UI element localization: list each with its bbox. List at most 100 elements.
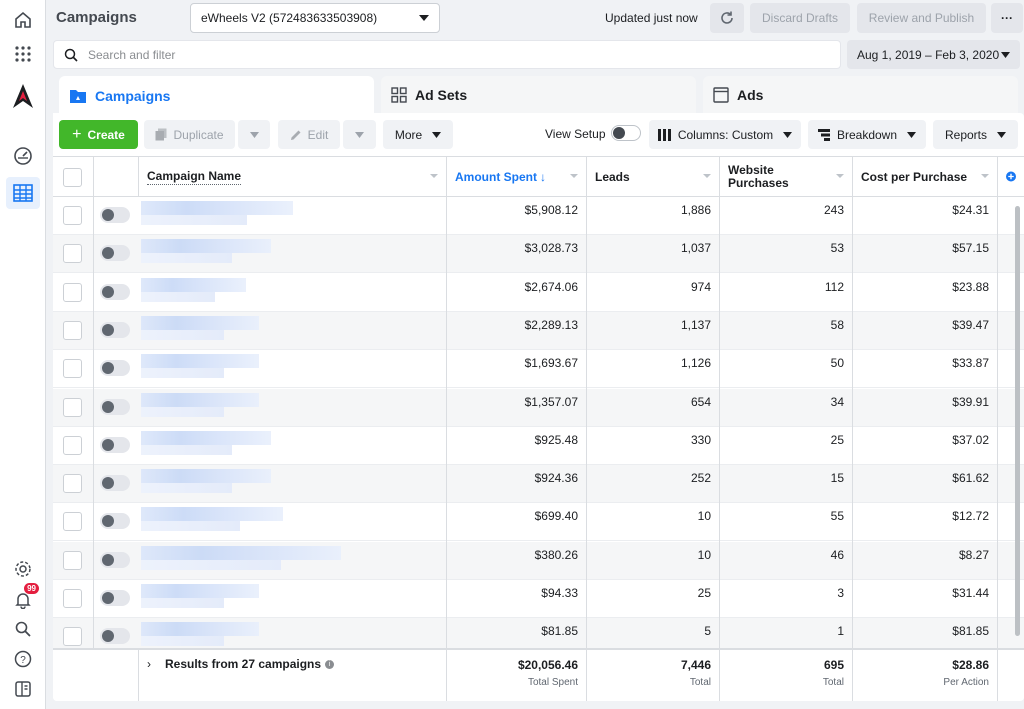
cell-leads: 25 xyxy=(697,586,711,600)
campaign-status-toggle[interactable] xyxy=(100,245,130,262)
cell-leads: 10 xyxy=(697,547,711,562)
top-bar: Campaigns eWheels V2 (572483633503908) U… xyxy=(46,0,1024,36)
home-icon[interactable] xyxy=(10,7,36,33)
campaign-status-toggle[interactable] xyxy=(100,628,130,645)
column-header-website-purchases[interactable]: Website Purchases xyxy=(719,156,852,197)
column-header-amount-spent[interactable]: Amount Spent ↓ xyxy=(446,156,586,197)
row-checkbox[interactable] xyxy=(63,550,82,570)
table-row[interactable]: $2,289.13 1,137 58 $39.47 xyxy=(53,311,1024,350)
svg-text:?: ? xyxy=(20,655,26,666)
campaign-status-toggle[interactable] xyxy=(100,360,130,377)
campaign-name-redacted[interactable] xyxy=(141,392,259,407)
table-row[interactable]: $1,357.07 654 34 $39.91 xyxy=(53,388,1024,427)
table-row[interactable]: $94.33 25 3 $31.44 xyxy=(53,580,1024,618)
table-row[interactable]: $699.40 10 55 $12.72 xyxy=(53,503,1024,542)
row-checkbox[interactable] xyxy=(63,320,82,340)
notifications-bell-icon[interactable]: 99 xyxy=(10,583,39,613)
campaign-name-redacted[interactable] xyxy=(141,277,246,292)
date-range-picker[interactable]: Aug 1, 2019 – Feb 3, 2020 xyxy=(847,40,1020,69)
help-icon[interactable]: ? xyxy=(10,646,36,672)
cell-amount-spent: $699.40 xyxy=(534,509,578,524)
campaign-name-redacted[interactable] xyxy=(141,469,271,484)
account-selector[interactable]: eWheels V2 (572483633503908) xyxy=(190,3,440,33)
row-checkbox[interactable] xyxy=(63,206,82,225)
table-row[interactable]: $1,693.67 1,126 50 $33.87 xyxy=(53,350,1024,389)
more-button[interactable]: More xyxy=(383,120,453,149)
view-setup-toggle[interactable] xyxy=(611,125,641,144)
duplicate-button[interactable]: Duplicate xyxy=(144,120,235,149)
campaign-status-toggle[interactable] xyxy=(100,551,130,568)
dropdown-caret-icon xyxy=(355,131,364,138)
performance-gauge-icon[interactable] xyxy=(10,143,36,169)
cell-cost-per-purchase: $8.27 xyxy=(958,547,989,562)
panel-toggle-icon[interactable] xyxy=(10,676,36,702)
create-button[interactable]: + Create xyxy=(59,120,138,149)
columns-button[interactable]: Columns: Custom xyxy=(649,120,801,149)
settings-gear-icon[interactable] xyxy=(10,556,36,582)
duplicate-label: Duplicate xyxy=(173,127,224,142)
table-row[interactable]: $380.26 10 46 $8.27 xyxy=(53,541,1024,580)
cell-leads: 1,137 xyxy=(680,317,711,332)
campaign-status-toggle[interactable] xyxy=(100,475,130,492)
campaign-name-redacted[interactable] xyxy=(141,315,259,330)
row-checkbox[interactable] xyxy=(63,435,82,455)
campaign-name-redacted[interactable] xyxy=(141,354,259,369)
campaign-name-redacted[interactable] xyxy=(141,507,283,522)
row-checkbox[interactable] xyxy=(63,244,82,264)
breakdown-button[interactable]: Breakdown xyxy=(808,120,926,149)
duplicate-dropdown[interactable] xyxy=(238,120,270,149)
column-header-campaign-name[interactable]: Campaign Name xyxy=(138,156,446,197)
apps-grid-icon[interactable] xyxy=(10,41,36,67)
row-checkbox[interactable] xyxy=(63,627,82,647)
select-all-checkbox[interactable] xyxy=(63,168,82,187)
edit-button[interactable]: Edit xyxy=(278,120,340,149)
table-row[interactable]: $925.48 330 25 $37.02 xyxy=(53,427,1024,465)
campaign-subtitle-redacted xyxy=(141,598,224,608)
table-row[interactable]: $2,674.06 974 112 $23.88 xyxy=(53,274,1024,312)
campaign-name-redacted[interactable] xyxy=(141,430,271,445)
campaign-name-redacted[interactable] xyxy=(141,584,259,598)
review-publish-button[interactable]: Review and Publish xyxy=(857,3,986,33)
campaign-status-toggle[interactable] xyxy=(100,513,130,530)
results-summary[interactable]: › Results from 27 campaigns i xyxy=(147,657,335,671)
tab-ad-sets[interactable]: Ad Sets xyxy=(381,76,696,114)
campaign-name-redacted[interactable] xyxy=(141,622,259,637)
campaign-name-redacted[interactable] xyxy=(141,201,293,215)
row-checkbox[interactable] xyxy=(63,282,82,302)
row-checkbox[interactable] xyxy=(63,474,82,494)
edit-dropdown[interactable] xyxy=(343,120,376,149)
campaign-status-toggle[interactable] xyxy=(100,398,130,415)
table-row[interactable]: $924.36 252 15 $61.62 xyxy=(53,465,1024,504)
search-filter-bar[interactable] xyxy=(53,40,841,69)
row-checkbox[interactable] xyxy=(63,589,82,608)
row-checkbox[interactable] xyxy=(63,512,82,532)
discard-drafts-button[interactable]: Discard Drafts xyxy=(750,3,850,33)
campaign-status-toggle[interactable] xyxy=(100,321,130,338)
edit-label: Edit xyxy=(307,127,329,142)
tab-campaigns[interactable]: Campaigns xyxy=(59,76,374,116)
cell-leads: 1,886 xyxy=(680,203,711,217)
table-row[interactable]: $5,908.12 1,886 243 $24.31 xyxy=(53,197,1024,235)
column-header-cost-per-purchase[interactable]: Cost per Purchase xyxy=(852,156,997,197)
ads-manager-table-icon[interactable] xyxy=(6,177,40,209)
row-checkbox[interactable] xyxy=(63,397,82,417)
more-options-button[interactable]: ··· xyxy=(991,3,1023,33)
campaign-name-redacted[interactable] xyxy=(141,545,341,560)
campaigns-panel: + Create Duplicate Edit More View Setup … xyxy=(53,113,1024,701)
campaign-status-toggle[interactable] xyxy=(100,436,130,453)
account-logo-icon[interactable] xyxy=(10,83,36,109)
refresh-button[interactable] xyxy=(710,3,744,33)
table-row[interactable]: $3,028.73 1,037 53 $57.15 xyxy=(53,235,1024,274)
search-input[interactable] xyxy=(88,47,788,62)
campaign-status-toggle[interactable] xyxy=(100,207,130,223)
campaign-name-redacted[interactable] xyxy=(141,239,271,254)
campaign-status-toggle[interactable] xyxy=(100,283,130,300)
add-column-button[interactable] xyxy=(997,156,1024,197)
vertical-scrollbar[interactable] xyxy=(1015,206,1020,636)
tab-ads[interactable]: Ads xyxy=(703,76,1018,114)
column-header-leads[interactable]: Leads xyxy=(586,156,719,197)
row-checkbox[interactable] xyxy=(63,359,82,379)
search-icon[interactable] xyxy=(10,616,36,642)
campaign-status-toggle[interactable] xyxy=(100,590,130,606)
reports-button[interactable]: Reports xyxy=(933,120,1018,149)
